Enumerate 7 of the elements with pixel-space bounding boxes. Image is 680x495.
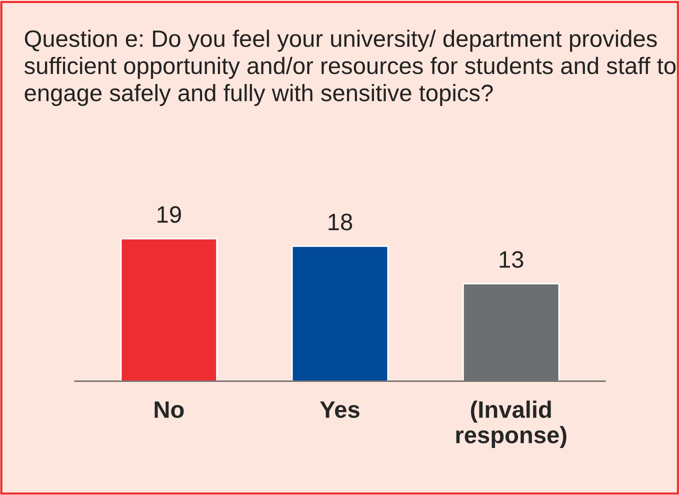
data-label: 18 [328, 214, 352, 230]
x-tick-label: Yes [320, 401, 360, 418]
data-label: 19 [158, 206, 181, 223]
x-tick-label: No [154, 401, 184, 418]
data-label: 13 [500, 251, 524, 268]
chart-title: Question e: Do you feel your university/ department provides sufficient opportunity and/or resources for students and staff to engage safely and fully with sensitive topics? [24, 30, 676, 106]
x-tick-label: (Invalid response) [456, 400, 566, 448]
